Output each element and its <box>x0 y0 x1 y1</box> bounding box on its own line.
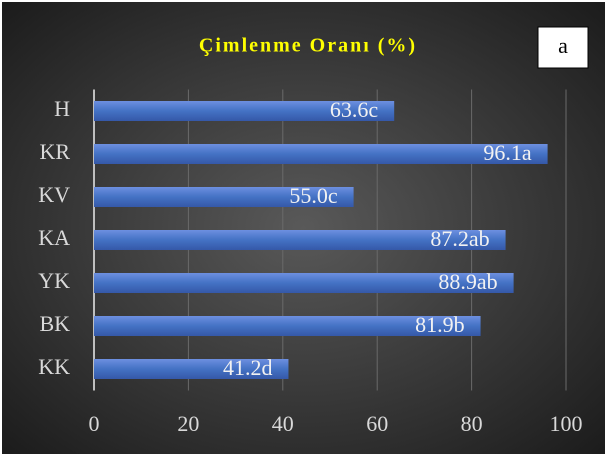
x-tick-label: 80 <box>461 411 483 436</box>
bar <box>94 101 395 121</box>
y-tick-label: KV <box>38 182 70 207</box>
chart-title: Çimlenme Oranı (%) <box>199 35 417 57</box>
bar <box>94 230 506 250</box>
data-label: 88.9ab <box>438 269 497 294</box>
y-tick-label: KK <box>38 354 70 379</box>
data-label: 81.9b <box>415 312 465 337</box>
y-tick-label: YK <box>38 268 70 293</box>
x-tick-label: 20 <box>177 411 199 436</box>
data-label: 41.2d <box>223 355 273 380</box>
data-label: 96.1a <box>483 140 532 165</box>
y-tick-label: KR <box>39 139 70 164</box>
x-tick-label: 100 <box>550 411 583 436</box>
annotation: a <box>558 33 568 58</box>
annotation-box <box>537 26 589 69</box>
bar <box>94 359 289 379</box>
y-tick-label: BK <box>39 311 70 336</box>
data-label: 55.0c <box>289 183 338 208</box>
bar <box>94 273 514 293</box>
bar <box>94 187 354 207</box>
bar <box>94 144 548 164</box>
x-tick-label: 60 <box>366 411 388 436</box>
x-tick-label: 0 <box>89 411 100 436</box>
data-label: 87.2ab <box>430 226 489 251</box>
bar <box>94 316 481 336</box>
y-tick-label: H <box>54 96 70 121</box>
data-label: 63.6c <box>330 97 379 122</box>
x-tick-label: 40 <box>272 411 294 436</box>
y-tick-label: KA <box>38 225 70 250</box>
